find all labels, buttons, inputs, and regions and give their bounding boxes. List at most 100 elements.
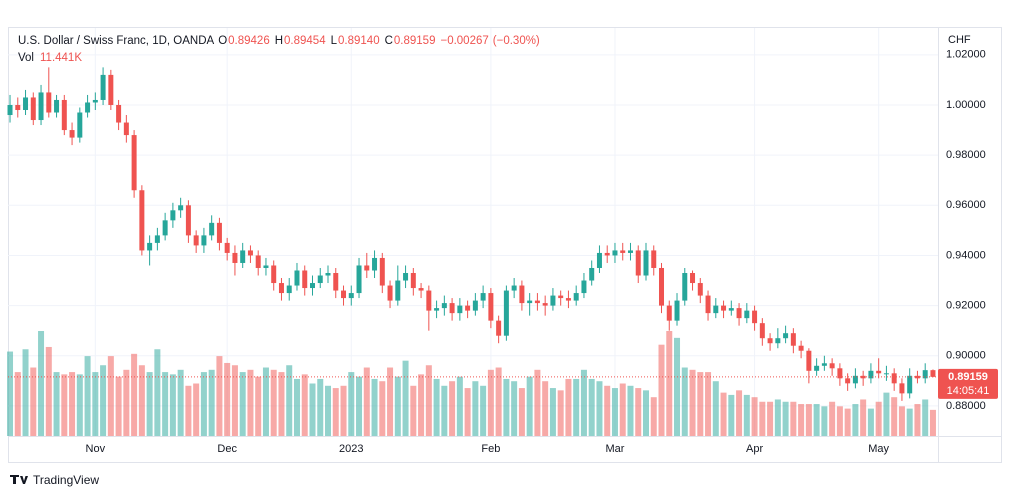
volume-bar — [371, 378, 378, 436]
volume-bar — [332, 388, 339, 436]
candle-body — [604, 252, 610, 256]
volume-bar — [565, 378, 572, 436]
candle-body — [496, 320, 502, 336]
volume-bar — [611, 388, 618, 436]
volume-bar — [247, 369, 254, 436]
candle-body — [806, 350, 812, 371]
volume-bar — [751, 397, 758, 436]
volume-bar — [379, 381, 386, 436]
candle-body — [309, 283, 315, 289]
volume-bar — [518, 388, 525, 436]
volume-bar — [480, 385, 487, 436]
volume-bar — [61, 374, 68, 436]
candle-body — [744, 310, 750, 319]
volume-bar — [914, 404, 921, 436]
candles — [7, 67, 936, 401]
candle-body — [736, 308, 742, 319]
volume-bar — [829, 401, 836, 436]
candle-body — [472, 300, 478, 311]
volume-bar — [712, 381, 719, 436]
volume-bar — [340, 385, 347, 436]
volume-bar — [487, 369, 494, 436]
volume-bar — [169, 374, 176, 436]
candle-body — [511, 285, 517, 291]
candle-body — [449, 303, 455, 314]
volume-bar — [325, 385, 332, 436]
x-tick-label: May — [868, 443, 889, 455]
volume-bar — [154, 349, 161, 436]
volume-bar — [674, 337, 681, 436]
candle-body — [635, 250, 641, 276]
candle-body — [627, 250, 633, 253]
candle-body — [620, 250, 626, 253]
candle-body — [868, 370, 874, 379]
volume-bar — [774, 399, 781, 436]
candle-body — [930, 370, 936, 377]
candle-body — [534, 300, 540, 304]
candle-body — [876, 370, 882, 374]
candle-body — [550, 295, 556, 306]
volume-bar — [425, 365, 432, 436]
candle-body — [589, 267, 595, 281]
volume-bar — [441, 385, 448, 436]
volume-bar — [596, 381, 603, 436]
volume-bar — [526, 376, 533, 436]
volume-bar — [449, 381, 456, 436]
y-tick-label: 1.02000 — [946, 49, 986, 61]
candle-body — [697, 283, 703, 296]
candle-body — [891, 373, 897, 384]
footer-brand: TradingView — [33, 473, 99, 487]
candle-body — [643, 250, 649, 276]
candle-body — [682, 273, 688, 301]
y-tick-label: 0.92000 — [946, 300, 986, 312]
volume-bar — [131, 353, 138, 436]
volume-bar — [511, 381, 518, 436]
legend-text: 0.89454 — [284, 35, 326, 47]
volume-bar — [224, 362, 231, 436]
candle-body — [798, 345, 804, 351]
candle-body — [341, 290, 347, 299]
candle-body — [596, 252, 602, 268]
candle-body — [674, 300, 680, 321]
candle-body — [666, 305, 672, 321]
legend-text: (−0.30%) — [493, 35, 540, 47]
volume-bar — [759, 401, 766, 436]
y-tick-label: 0.88000 — [946, 400, 986, 412]
volume-bar — [418, 374, 425, 436]
candle-body — [883, 373, 889, 375]
volume-bar — [7, 351, 14, 436]
volume-bar — [705, 372, 712, 436]
candle-body — [100, 74, 106, 100]
candle-body — [410, 273, 416, 289]
candle-body — [247, 250, 253, 256]
candle-body — [348, 293, 354, 299]
candle-body — [263, 265, 269, 268]
x-tick-label: Feb — [481, 443, 500, 455]
candle-body — [558, 295, 564, 299]
price-label-box — [938, 368, 998, 399]
volume-bar — [185, 385, 192, 436]
candle-body — [193, 235, 199, 246]
volume-bar — [821, 406, 828, 436]
candle-body — [752, 310, 758, 324]
volume-bar — [720, 392, 727, 436]
candle-body — [170, 210, 176, 221]
volume-bar — [844, 408, 851, 436]
volume-bar — [891, 397, 898, 436]
candle-body — [713, 305, 719, 314]
legend-text: C — [385, 35, 393, 47]
volume-bar — [100, 365, 107, 436]
volume-bar — [262, 367, 269, 436]
candle-body — [325, 273, 331, 276]
candle-body — [728, 308, 734, 311]
candle-body — [379, 257, 385, 286]
candle-body — [69, 130, 75, 138]
candle-body — [15, 104, 21, 111]
volume-bar — [860, 399, 867, 436]
volume-bar — [573, 378, 580, 436]
legend-text: U.S. Dollar / Swiss Franc, 1D, OANDA — [18, 35, 215, 47]
volume-bar — [69, 372, 76, 436]
volume-bar — [286, 365, 293, 436]
candle-body — [922, 370, 928, 379]
legend-text: 0.89159 — [394, 35, 436, 47]
